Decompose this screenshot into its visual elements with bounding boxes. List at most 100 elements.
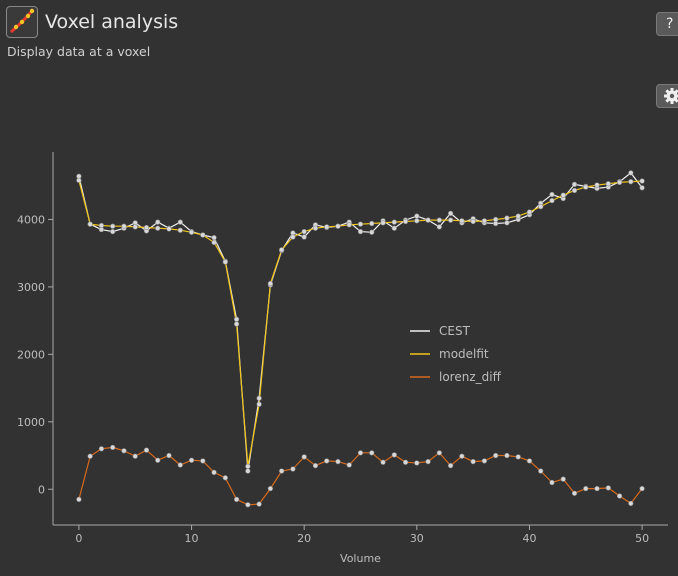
data-point-modelfit bbox=[639, 178, 645, 184]
data-point-modelfit bbox=[571, 187, 578, 194]
data-point-modelfit bbox=[312, 225, 319, 231]
data-point-modelfit bbox=[267, 280, 273, 287]
data-point-modelfit bbox=[211, 239, 217, 245]
data-point-modelfit bbox=[200, 232, 206, 238]
y-tick-label: 0 bbox=[38, 483, 45, 496]
data-point-modelfit bbox=[605, 181, 611, 187]
data-point-CEST bbox=[639, 185, 645, 191]
data-point-modelfit bbox=[110, 223, 116, 229]
x-tick-label: 30 bbox=[410, 532, 424, 545]
data-point-modelfit bbox=[98, 222, 105, 229]
data-point-modelfit bbox=[324, 224, 330, 230]
data-point-modelfit bbox=[279, 247, 285, 253]
data-point-lorenz_diff bbox=[335, 458, 341, 465]
data-point-modelfit bbox=[504, 215, 510, 221]
data-point-modelfit bbox=[459, 218, 465, 224]
data-point-lorenz_diff bbox=[504, 452, 510, 459]
data-point-lorenz_diff bbox=[459, 453, 465, 459]
data-point-modelfit bbox=[391, 219, 397, 225]
data-point-CEST bbox=[504, 220, 510, 226]
data-point-CEST bbox=[549, 191, 555, 198]
data-point-modelfit bbox=[245, 463, 251, 469]
data-point-modelfit bbox=[76, 177, 82, 183]
data-point-modelfit bbox=[369, 220, 375, 227]
data-point-lorenz_diff bbox=[110, 444, 116, 451]
data-point-lorenz_diff bbox=[605, 485, 611, 491]
data-point-modelfit bbox=[301, 228, 307, 235]
data-point-lorenz_diff bbox=[436, 450, 442, 456]
data-point-lorenz_diff bbox=[87, 453, 93, 459]
series-line-lorenz_diff bbox=[78, 446, 643, 506]
data-point-modelfit bbox=[357, 221, 364, 227]
data-point-lorenz_diff bbox=[121, 448, 127, 454]
data-point-lorenz_diff bbox=[560, 476, 566, 482]
data-point-lorenz_diff bbox=[346, 462, 352, 468]
data-point-CEST bbox=[628, 170, 634, 176]
data-point-CEST bbox=[233, 316, 240, 322]
data-point-lorenz_diff bbox=[594, 485, 600, 492]
data-point-lorenz_diff bbox=[481, 458, 488, 464]
data-point-lorenz_diff bbox=[571, 490, 578, 496]
data-point-modelfit bbox=[414, 218, 420, 224]
data-point-lorenz_diff bbox=[256, 501, 262, 507]
x-tick-label: 20 bbox=[297, 532, 311, 545]
data-point-modelfit bbox=[121, 223, 127, 229]
series-line-CEST bbox=[78, 172, 643, 472]
data-point-CEST bbox=[369, 229, 375, 235]
y-tick-label: 1000 bbox=[17, 416, 45, 429]
data-point-modelfit bbox=[549, 197, 555, 204]
data-point-modelfit bbox=[380, 220, 386, 226]
data-point-lorenz_diff bbox=[245, 502, 251, 508]
data-point-CEST bbox=[414, 213, 420, 219]
data-point-modelfit bbox=[560, 192, 566, 198]
data-point-lorenz_diff bbox=[549, 479, 555, 486]
data-point-lorenz_diff bbox=[143, 447, 150, 453]
data-point-modelfit bbox=[222, 259, 228, 265]
data-point-lorenz_diff bbox=[76, 496, 82, 502]
voxel-analysis-icon bbox=[6, 6, 38, 38]
data-point-modelfit bbox=[526, 209, 533, 215]
data-point-CEST bbox=[301, 234, 307, 240]
y-tick-label: 2000 bbox=[17, 348, 45, 361]
data-point-lorenz_diff bbox=[233, 496, 240, 502]
data-point-modelfit bbox=[493, 216, 499, 223]
data-point-modelfit bbox=[425, 217, 431, 223]
options-button[interactable] bbox=[656, 84, 678, 108]
legend-label: CEST bbox=[439, 324, 471, 338]
data-point-lorenz_diff bbox=[369, 450, 375, 456]
legend-label: modelfit bbox=[439, 347, 489, 361]
data-point-lorenz_diff bbox=[628, 500, 634, 507]
gear-icon bbox=[664, 88, 678, 104]
data-point-CEST bbox=[211, 235, 217, 241]
data-point-modelfit bbox=[515, 213, 521, 219]
data-point-lorenz_diff bbox=[267, 485, 273, 492]
data-point-modelfit bbox=[583, 184, 589, 190]
data-point-modelfit bbox=[177, 227, 183, 233]
data-point-lorenz_diff bbox=[391, 452, 397, 458]
data-point-CEST bbox=[245, 468, 251, 474]
x-axis-label: Volume bbox=[340, 552, 381, 565]
data-point-CEST bbox=[177, 219, 183, 225]
help-button[interactable]: ? bbox=[656, 12, 678, 36]
data-point-modelfit bbox=[538, 204, 544, 210]
data-point-lorenz_diff bbox=[188, 457, 195, 463]
data-point-lorenz_diff bbox=[616, 493, 623, 499]
data-point-CEST bbox=[256, 395, 262, 401]
data-point-modelfit bbox=[166, 226, 172, 232]
data-point-CEST bbox=[110, 228, 116, 235]
data-point-modelfit bbox=[188, 229, 195, 235]
data-point-modelfit bbox=[481, 218, 488, 224]
data-point-lorenz_diff bbox=[526, 458, 533, 464]
data-point-lorenz_diff bbox=[414, 460, 420, 466]
chart-axes: 0 1000 2000 3000 4000 0 10 20 30 40 50 Volume bbox=[17, 152, 668, 565]
data-point-lorenz_diff bbox=[425, 458, 431, 465]
chart-legend: CEST modelfit lorenz_diff bbox=[410, 324, 502, 384]
data-point-CEST bbox=[357, 228, 364, 235]
data-point-lorenz_diff bbox=[279, 468, 285, 474]
data-point-CEST bbox=[436, 224, 442, 230]
data-point-lorenz_diff bbox=[290, 466, 296, 472]
data-point-lorenz_diff bbox=[639, 485, 645, 492]
data-point-CEST bbox=[448, 210, 454, 216]
data-point-lorenz_diff bbox=[155, 457, 161, 463]
data-point-lorenz_diff bbox=[583, 485, 589, 492]
